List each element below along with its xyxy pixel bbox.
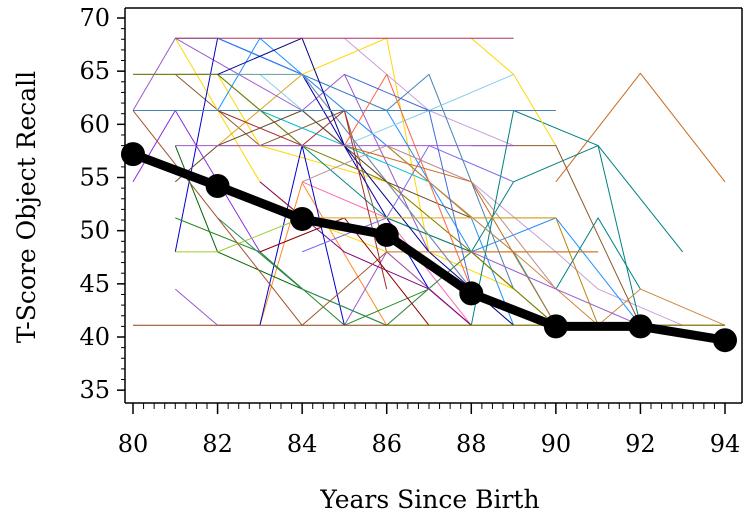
individual-series-line <box>132 37 430 253</box>
y-tick-label: 45 <box>79 270 110 298</box>
individual-series-line <box>132 110 303 290</box>
individual-series-line <box>175 73 472 290</box>
plot-area <box>121 7 743 404</box>
individual-series-line <box>470 37 557 146</box>
mean-series-point <box>290 206 315 231</box>
x-axis-title: Years Since Birth <box>319 485 539 514</box>
mean-series-point <box>713 328 737 353</box>
individual-series-line <box>344 37 514 147</box>
mean-series-point <box>374 222 399 247</box>
x-tick-label: 90 <box>541 430 572 458</box>
individual-series-line <box>301 74 683 326</box>
individual-series-line <box>175 217 303 253</box>
individual-series-line <box>555 217 641 290</box>
y-axis-title: T-Score Object Recall <box>12 71 41 343</box>
individual-series-line <box>301 145 514 253</box>
x-tick-label: 88 <box>456 430 487 458</box>
mean-series-point <box>628 314 653 339</box>
individual-series-line <box>259 145 345 326</box>
mean-series-point <box>205 174 230 199</box>
individual-series-line <box>301 145 557 290</box>
mean-series-point <box>121 142 145 167</box>
y-axis: 35 40 45 50 55 60 65 70 <box>79 4 125 404</box>
y-tick-label: 50 <box>79 217 110 245</box>
y-tick-label: 60 <box>79 110 110 138</box>
mean-series-point <box>459 281 484 306</box>
x-tick-label: 86 <box>371 430 402 458</box>
individual-series-line <box>259 217 430 326</box>
y-tick-label: 65 <box>79 57 110 85</box>
individual-series-line <box>471 145 641 326</box>
x-axis: 80 82 84 86 88 90 92 94 <box>118 403 741 458</box>
x-tick-label: 80 <box>118 430 149 458</box>
x-tick-label: 82 <box>202 430 233 458</box>
mean-series-line <box>128 149 730 345</box>
x-tick-label: 94 <box>710 430 741 458</box>
y-tick-label: 55 <box>79 164 110 192</box>
y-tick-label: 40 <box>79 323 110 351</box>
y-tick-label: 35 <box>79 376 110 404</box>
mean-series-layer <box>121 142 737 353</box>
individual-series-line <box>174 288 260 326</box>
individual-series-line <box>343 251 472 326</box>
y-tick-label: 70 <box>79 4 110 32</box>
mean-series-point <box>543 314 568 339</box>
individual-series-line <box>259 181 472 326</box>
individual-series-line <box>132 110 388 326</box>
x-tick-label: 84 <box>287 430 318 458</box>
x-tick-label: 92 <box>625 430 656 458</box>
individual-series-line <box>555 72 726 183</box>
